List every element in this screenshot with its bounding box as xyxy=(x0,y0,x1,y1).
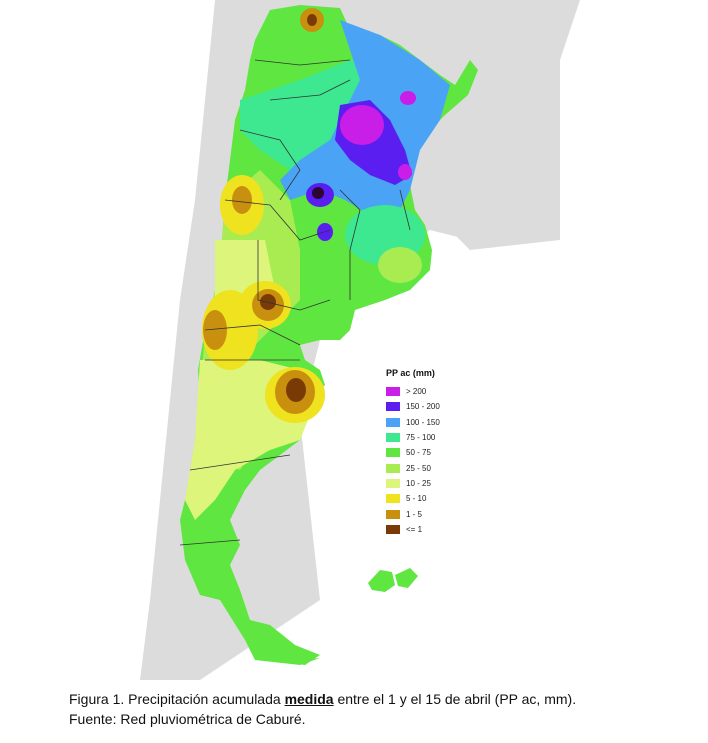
legend-label: <= 1 xyxy=(406,524,423,534)
legend-swatch xyxy=(386,387,400,397)
legend-label: 5 - 10 xyxy=(406,494,427,504)
malvinas xyxy=(368,570,395,592)
legend-swatch xyxy=(386,417,400,427)
legend-label: > 200 xyxy=(406,387,427,397)
neighbor-east xyxy=(430,40,560,250)
legend-label: 50 - 75 xyxy=(406,448,431,458)
legend-item: <= 1 xyxy=(386,522,496,537)
argentina-map-svg xyxy=(140,0,580,680)
legend-swatch xyxy=(386,509,400,519)
legend-item: 75 - 100 xyxy=(386,430,496,445)
map-legend: PP ac (mm) > 200 150 - 200 100 - 150 75 - 1… xyxy=(386,368,496,537)
legend-item: 50 - 75 xyxy=(386,445,496,460)
legend-item: 1 - 5 xyxy=(386,506,496,521)
legend-item: 25 - 50 xyxy=(386,460,496,475)
caption-suffix: entre el 1 y el 15 de abril (PP ac, mm). xyxy=(333,691,577,707)
legend-item: > 200 xyxy=(386,384,496,399)
precipitation-map xyxy=(140,0,580,680)
legend-swatch xyxy=(386,478,400,488)
legend-item: 100 - 150 xyxy=(386,415,496,430)
legend-swatch xyxy=(386,448,400,458)
legend-swatch xyxy=(386,433,400,443)
legend-swatch xyxy=(386,463,400,473)
legend-label: 75 - 100 xyxy=(406,433,436,443)
legend-label: 1 - 5 xyxy=(406,509,423,519)
province-lines xyxy=(179,59,411,546)
legend-label: 25 - 50 xyxy=(406,463,431,473)
legend-label: 150 - 200 xyxy=(406,402,440,412)
legend-title: PP ac (mm) xyxy=(386,368,435,378)
figure-caption: Figura 1. Precipitación acumulada medida… xyxy=(69,689,576,729)
legend-item: 10 - 25 xyxy=(386,476,496,491)
tierra-del-fuego xyxy=(250,620,320,665)
legend-label: 100 - 150 xyxy=(406,417,440,427)
legend-swatch xyxy=(386,524,400,534)
caption-prefix: Figura 1. Precipitación acumulada xyxy=(69,691,285,707)
legend-label: 10 - 25 xyxy=(406,478,431,488)
legend-item: 5 - 10 xyxy=(386,491,496,506)
caption-emphasis: medida xyxy=(284,691,334,707)
caption-line: Figura 1. Precipitación acumulada medida… xyxy=(69,689,576,709)
legend-item: 150 - 200 xyxy=(386,399,496,414)
legend-swatch xyxy=(386,494,400,504)
caption-source: Fuente: Red pluviométrica de Caburé. xyxy=(69,711,306,727)
legend-swatch xyxy=(386,402,400,412)
